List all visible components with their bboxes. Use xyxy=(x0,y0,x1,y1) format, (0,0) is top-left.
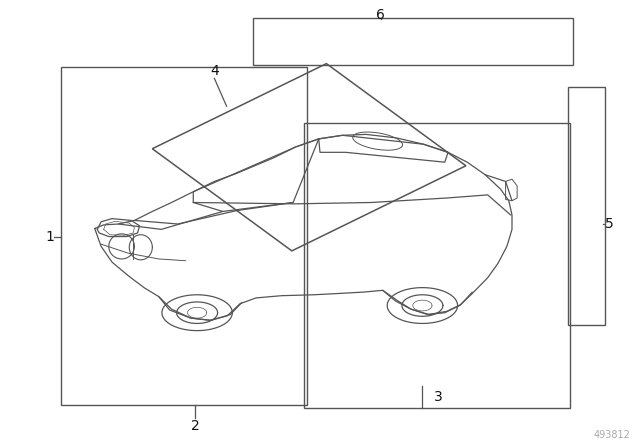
Bar xyxy=(253,18,573,65)
Bar xyxy=(304,123,570,408)
Text: 3: 3 xyxy=(434,390,443,404)
Text: 6: 6 xyxy=(376,9,385,22)
Text: 4: 4 xyxy=(210,65,219,78)
Bar xyxy=(568,87,605,325)
Bar xyxy=(61,67,307,405)
Text: 493812: 493812 xyxy=(593,430,630,440)
Text: 1: 1 xyxy=(45,230,54,245)
Text: 2: 2 xyxy=(191,419,200,433)
Text: 5: 5 xyxy=(605,217,614,231)
